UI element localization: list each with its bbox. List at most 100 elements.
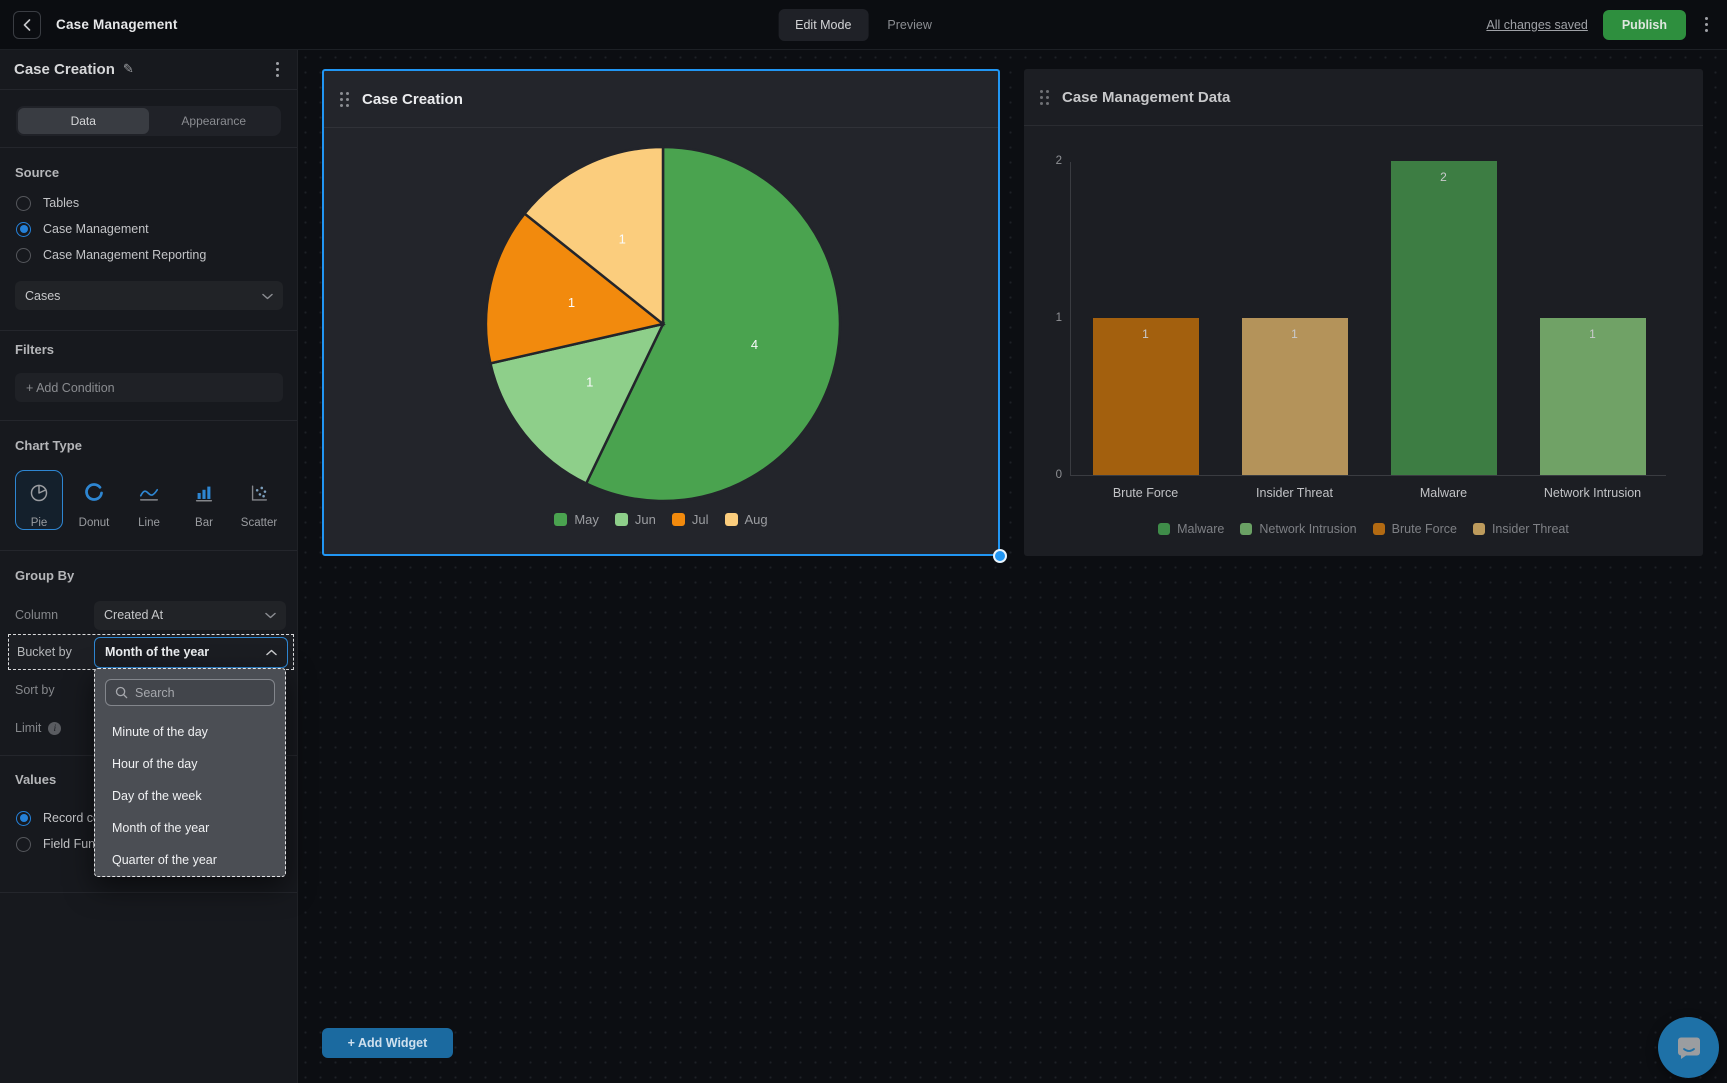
chart-type-scatter[interactable]: Scatter: [235, 470, 283, 530]
legend-swatch: [1472, 523, 1485, 535]
mode-tabs: Edit Mode Preview: [778, 8, 949, 41]
widget-header: Case Management Data: [1024, 69, 1703, 126]
mode-tab-edit-mode[interactable]: Edit Mode: [778, 8, 869, 41]
bucket-by-select[interactable]: Month of the year: [94, 636, 288, 668]
panel-tabs: Data Appearance: [16, 106, 281, 136]
radio-icon: [16, 221, 31, 237]
chart-type-heading: Chart Type: [15, 438, 82, 453]
column-label: Column: [15, 608, 59, 622]
chart-type-line[interactable]: Line: [125, 470, 173, 530]
resize-handle[interactable]: [993, 549, 1007, 563]
bar-value: 1: [1142, 327, 1149, 341]
drag-handle-icon[interactable]: [1040, 89, 1049, 105]
pie-slice-jun: [488, 322, 666, 486]
widget-settings-panel: Case Creation ✎ Data Appearance Source Ta…: [0, 50, 298, 1083]
source-option-case-management[interactable]: Case Management: [0, 216, 297, 242]
source-options: Tables Case Management Case Management Rep…: [0, 190, 297, 268]
panel-title: Case Creation: [14, 60, 115, 78]
pie-slice-value: 1: [619, 232, 626, 247]
chart-type-label: Line: [138, 517, 160, 529]
dropdown-search[interactable]: [105, 679, 275, 706]
chevron-left-icon: [23, 18, 31, 31]
pie-slice-aug: [522, 145, 665, 327]
chart-type-donut[interactable]: Donut: [70, 470, 118, 530]
top-bar: Case Management Edit Mode Preview All cha…: [0, 0, 1727, 50]
widget-case-management-data[interactable]: Case Management Data 0 1 2 1 Brute Force 1 Ins…: [1024, 69, 1703, 556]
y-tick-2: 2: [1055, 155, 1062, 167]
legend-swatch: [554, 513, 568, 526]
bar-value: 1: [1589, 327, 1596, 341]
x-label-brute-force: Brute Force: [1112, 486, 1179, 500]
widget-header: Case Creation: [324, 71, 998, 128]
chart-type-bar[interactable]: Bar: [180, 470, 228, 530]
radio-icon: [16, 247, 31, 263]
legend-item-may: May: [554, 512, 599, 527]
sort-by-label: Sort by: [15, 683, 55, 697]
pie-slice-may: [584, 145, 842, 503]
bar-value: 2: [1440, 170, 1447, 184]
bar-insider-threat: 1: [1241, 318, 1348, 475]
widget-case-creation[interactable]: Case Creation 4 1 1 1 May Jun Jul Aug: [322, 69, 1007, 563]
bar-value: 1: [1291, 327, 1298, 341]
legend-label: Brute Force: [1391, 522, 1457, 536]
drag-handle-icon[interactable]: [340, 91, 349, 107]
source-option-case-management-reporting[interactable]: Case Management Reporting: [0, 242, 297, 268]
chart-type-label: Bar: [195, 517, 213, 529]
edit-pencil-icon[interactable]: ✎: [122, 61, 134, 76]
bar-legend: Malware Network Intrusion Brute Force Insid…: [1024, 522, 1703, 536]
chart-type-label: Scatter: [240, 517, 278, 529]
legend-item-jun: Jun: [614, 512, 656, 527]
chart-type-pie[interactable]: Pie: [15, 470, 63, 530]
table-select-value: Cases: [25, 288, 61, 303]
legend-label: Jul: [691, 512, 709, 527]
add-condition-button[interactable]: + Add Condition: [15, 373, 283, 402]
chat-bubble-icon: [1677, 1037, 1700, 1059]
group-by-heading: Group By: [15, 568, 75, 583]
legend-item-network-intrusion: Network Intrusion: [1240, 522, 1357, 536]
bucket-by-label: Bucket by: [17, 645, 72, 659]
more-options-icon[interactable]: [1701, 13, 1712, 36]
legend-label: Jun: [634, 512, 656, 527]
bar-chart-icon: [193, 482, 215, 509]
chart-type-options: Pie Donut Line Bar Scatter: [15, 470, 283, 530]
panel-menu-icon[interactable]: [272, 58, 283, 81]
pie-chart-icon: [28, 482, 50, 509]
tab-data[interactable]: Data: [18, 108, 149, 134]
tab-appearance[interactable]: Appearance: [181, 114, 247, 128]
bucket-option-minute-of-the-day[interactable]: Minute of the day: [112, 725, 208, 739]
table-select[interactable]: Cases: [15, 281, 283, 310]
legend-item-insider-threat: Insider Threat: [1472, 522, 1569, 536]
pie-legend: May Jun Jul Aug: [324, 512, 998, 527]
legend-item-jul: Jul: [671, 512, 709, 527]
column-select-value: Created At: [104, 608, 164, 622]
bar-chart: 0 1 2 1 Brute Force 1 Insider Threat 2 Malware 1 N…: [1056, 155, 1666, 500]
bar-network-intrusion: 1: [1539, 318, 1646, 475]
x-label-network-intrusion: Network Intrusion: [1543, 486, 1642, 500]
column-select[interactable]: Created At: [94, 600, 286, 630]
back-button[interactable]: [13, 10, 41, 39]
save-status[interactable]: All changes saved: [1486, 17, 1588, 32]
x-label-malware: Malware: [1419, 486, 1468, 500]
y-tick-1: 1: [1055, 312, 1062, 324]
source-option-tables[interactable]: Tables: [0, 190, 297, 216]
bucket-option-day-of-the-week[interactable]: Day of the week: [112, 789, 202, 803]
pie-chart: 4 1 1 1: [324, 128, 998, 554]
bucket-option-quarter-of-the-year[interactable]: Quarter of the year: [112, 853, 217, 867]
legend-swatch: [1158, 523, 1171, 535]
pie-slice-value: 1: [586, 375, 593, 390]
bucket-by-dropdown: Minute of the day Hour of the day Day of t…: [94, 668, 286, 877]
dropdown-search-input[interactable]: [135, 685, 255, 700]
publish-button[interactable]: Publish: [1602, 9, 1686, 40]
add-widget-button[interactable]: + Add Widget: [322, 1028, 453, 1058]
legend-label: Malware: [1177, 522, 1225, 536]
info-icon: i: [48, 721, 62, 735]
mode-tab-preview[interactable]: Preview: [887, 17, 932, 32]
legend-label: Insider Threat: [1491, 522, 1569, 536]
bucket-option-month-of-the-year[interactable]: Month of the year: [112, 821, 210, 835]
source-option-label: Case Management: [43, 222, 149, 236]
bar-brute-force: 1: [1092, 318, 1199, 475]
chat-launcher-button[interactable]: [1658, 1017, 1719, 1078]
app-title: Case Management: [56, 17, 178, 32]
legend-item-malware: Malware: [1158, 522, 1224, 536]
bucket-option-hour-of-the-day[interactable]: Hour of the day: [112, 757, 198, 771]
